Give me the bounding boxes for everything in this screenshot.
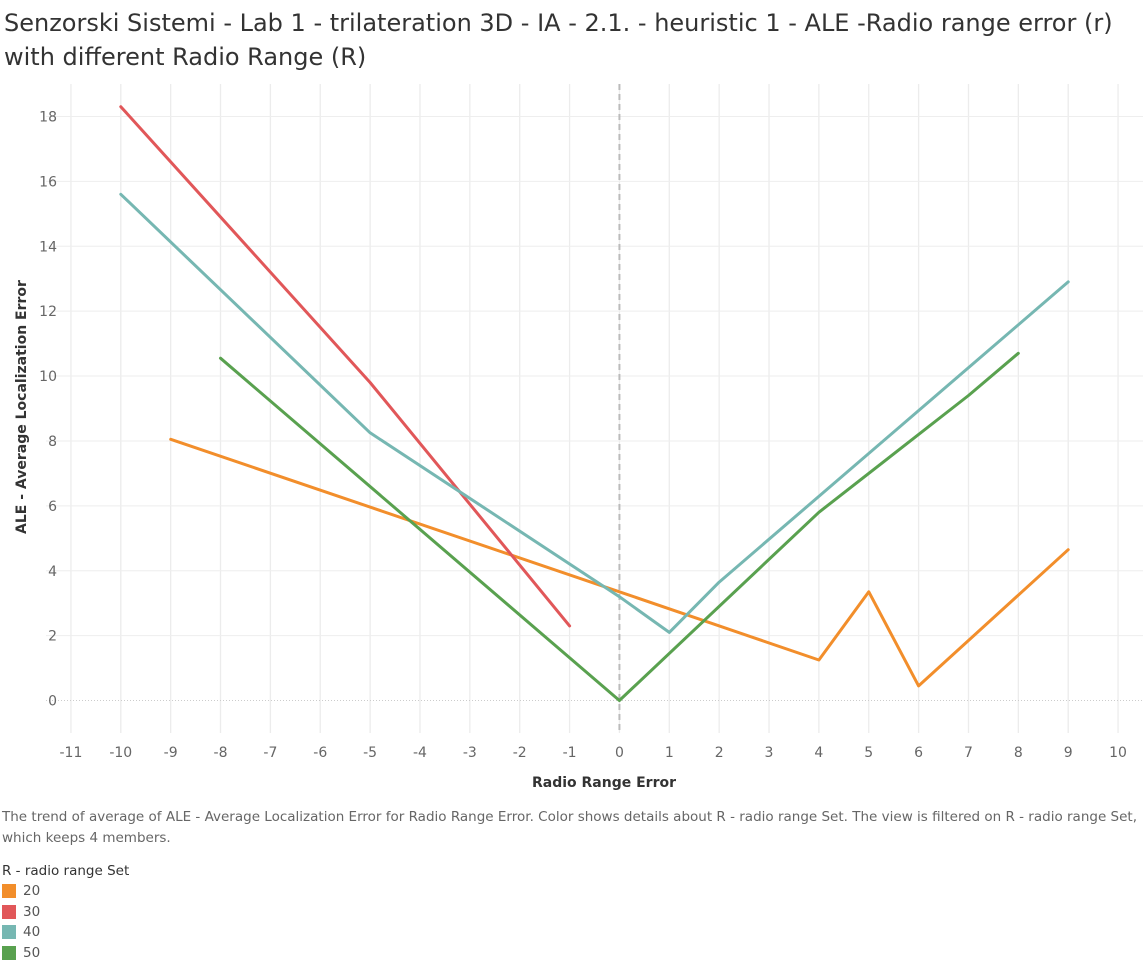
legend-label: 20: [23, 883, 41, 900]
legend-item[interactable]: 50: [2, 943, 129, 964]
y-tick-label: 10: [39, 369, 57, 385]
legend-swatch: [2, 884, 16, 899]
x-tick-label: 4: [814, 745, 823, 761]
x-tick-label: -9: [164, 745, 178, 761]
y-tick-label: 18: [39, 109, 57, 125]
line-chart: -11 -10 -9 -8 -7 -6 -5 -4 -3 -2 -1 0 1 2 3 4 5 6 7 8 9 100246…: [14, 84, 1143, 791]
legend-label: 50: [23, 944, 41, 961]
x-tick-label: -3: [463, 745, 477, 761]
y-tick-label: 4: [48, 564, 57, 580]
legend-swatch: [2, 925, 16, 940]
x-tick-label: -11: [59, 745, 82, 761]
y-tick-label: 14: [39, 239, 57, 255]
chart-title: Senzorski Sistemi - Lab 1 - trilateratio…: [4, 9, 1113, 71]
y-tick-label: 0: [48, 694, 57, 710]
y-tick-label: 16: [39, 174, 57, 190]
y-axis-title: ALE - Average Localization Error: [14, 280, 30, 534]
x-tick-label: -4: [413, 745, 427, 761]
legend-title: R - radio range Set: [2, 863, 130, 879]
series-line-50: [219, 351, 1020, 702]
legend-swatch: [2, 945, 16, 960]
x-tick-label: 6: [914, 745, 923, 761]
y-tick-label: 8: [48, 434, 57, 450]
legend-item[interactable]: 20: [2, 881, 129, 902]
axes: -11 -10 -9 -8 -7 -6 -5 -4 -3 -2 -1 0 1 2 3 4 5 6 7 8 9 100246…: [39, 109, 1127, 761]
x-tick-label: -7: [263, 745, 277, 761]
x-tick-label: -5: [363, 745, 377, 761]
x-tick-label: 7: [964, 745, 973, 761]
legend-item[interactable]: 40: [2, 922, 129, 943]
x-tick-label: -6: [313, 745, 327, 761]
x-tick-label: 9: [1064, 745, 1073, 761]
x-tick-label: -8: [214, 745, 228, 761]
x-tick-label: 3: [765, 745, 774, 761]
chart-caption: The trend of average of ALE - Average Lo…: [2, 809, 1138, 846]
x-tick-label: -1: [563, 745, 577, 761]
x-tick-label: -10: [109, 745, 132, 761]
legend-label: 30: [23, 903, 41, 920]
series-line-40: [119, 192, 1070, 634]
x-tick-label: -2: [513, 745, 527, 761]
series-lines: [119, 105, 1070, 702]
grid-lines: [46, 84, 1143, 733]
series-line-30: [119, 105, 572, 628]
x-tick-label: 8: [1014, 745, 1023, 761]
legend-label: 40: [23, 924, 41, 941]
x-tick-label: 5: [864, 745, 873, 761]
x-axis-title: Radio Range Error: [532, 775, 676, 791]
y-tick-label: 2: [48, 629, 57, 645]
legend-swatch: [2, 904, 16, 919]
x-tick-label: 1: [665, 745, 674, 761]
x-tick-label: 0: [615, 745, 624, 761]
x-tick-label: 10: [1109, 745, 1127, 761]
x-tick-label: 2: [715, 745, 724, 761]
y-tick-label: 12: [39, 304, 57, 320]
color-legend: R - radio range Set 20 30 40 50: [2, 862, 129, 963]
series-line-20: [169, 437, 1070, 688]
legend-item[interactable]: 30: [2, 902, 129, 923]
y-tick-label: 6: [48, 499, 57, 515]
